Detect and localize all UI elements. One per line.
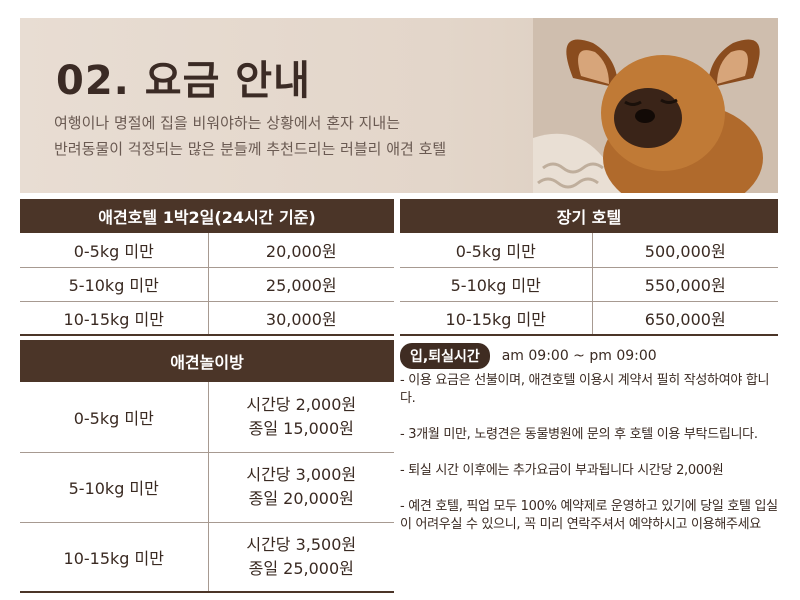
table-row: 0-5kg 미만 시간당 2,000원 종일 15,000원 — [20, 382, 394, 453]
price-cell: 25,000원 — [208, 267, 394, 302]
price-cell: 500,000원 — [592, 233, 778, 268]
price-cell: 시간당 3,000원 종일 20,000원 — [208, 452, 394, 523]
weight-cell: 5-10kg 미만 — [400, 267, 593, 302]
price-cell: 시간당 2,000원 종일 15,000원 — [208, 382, 394, 453]
hero-desc-line2: 반려동물이 걱정되는 많은 분들께 추천드리는 러블리 애견 호텔 — [54, 140, 447, 158]
playroom-table-header: 애견놀이방 — [20, 340, 394, 382]
weight-cell: 5-10kg 미만 — [20, 267, 209, 302]
table-row: 5-10kg 미만 550,000원 — [400, 267, 778, 302]
daily-price: 종일 25,000원 — [248, 558, 354, 578]
table-row: 5-10kg 미만 25,000원 — [20, 267, 394, 302]
table-row: 10-15kg 미만 30,000원 — [20, 301, 394, 336]
weight-cell: 0-5kg 미만 — [400, 233, 593, 268]
price-cell: 650,000원 — [592, 301, 778, 336]
hero-desc-line1: 여행이나 명절에 집을 비워야하는 상황에서 혼자 지내는 — [54, 114, 401, 132]
table-row: 10-15kg 미만 시간당 3,500원 종일 25,000원 — [20, 522, 394, 593]
table-row: 10-15kg 미만 650,000원 — [400, 301, 778, 336]
price-cell: 550,000원 — [592, 267, 778, 302]
dog-photo — [533, 18, 778, 193]
long-term-table-header: 장기 호텔 — [400, 199, 778, 233]
hotel-price-table: 0-5kg 미만 20,000원 5-10kg 미만 25,000원 10-15… — [20, 233, 394, 336]
table-row: 0-5kg 미만 20,000원 — [20, 233, 394, 268]
hotel-table-header: 애견호텔 1박2일(24시간 기준) — [20, 199, 394, 233]
table-row: 0-5kg 미만 500,000원 — [400, 233, 778, 268]
table-row: 5-10kg 미만 시간당 3,000원 종일 20,000원 — [20, 452, 394, 523]
price-cell: 시간당 3,500원 종일 25,000원 — [208, 522, 394, 593]
checkin-label: 입,퇴실시간 — [400, 343, 490, 369]
note-item: - 이용 요금은 선불이며, 애견호텔 이용시 계약서 필히 작성하여야 합니다… — [400, 373, 770, 406]
daily-price: 종일 20,000원 — [248, 489, 354, 508]
price-cell: 30,000원 — [208, 301, 394, 336]
notes-list: - 이용 요금은 선불이며, 애견호텔 이용시 계약서 필히 작성하여야 합니다… — [400, 372, 782, 552]
daily-price: 종일 15,000원 — [248, 418, 354, 438]
hero-description: 여행이나 명절에 집을 비워야하는 상황에서 혼자 지내는 반려동물이 걱정되는… — [54, 110, 446, 162]
price-cell: 20,000원 — [208, 233, 394, 268]
note-item: - 3개월 미만, 노령견은 동물병원에 문의 후 호텔 이용 부탁드립니다. — [400, 427, 758, 442]
hourly-price: 시간당 2,000원 — [246, 394, 357, 414]
weight-cell: 10-15kg 미만 — [20, 301, 209, 336]
weight-cell: 0-5kg 미만 — [20, 382, 209, 453]
weight-cell: 0-5kg 미만 — [20, 233, 209, 268]
hourly-price: 시간당 3,000원 — [246, 465, 357, 484]
weight-cell: 10-15kg 미만 — [20, 522, 209, 593]
weight-cell: 5-10kg 미만 — [20, 452, 209, 523]
hero-banner: 02. 요금 안내 여행이나 명절에 집을 비워야하는 상황에서 혼자 지내는 … — [20, 18, 778, 193]
checkin-hours-value: am 09:00 ~ pm 09:00 — [501, 348, 657, 364]
checkin-hours: 입,퇴실시간 am 09:00 ~ pm 09:00 — [400, 343, 657, 369]
note-item: - 퇴실 시간 이후에는 추가요금이 부과됩니다 시간당 2,000원 — [400, 463, 724, 478]
page-title: 02. 요금 안내 — [56, 58, 311, 104]
hourly-price: 시간당 3,500원 — [246, 534, 357, 554]
note-item: - 예견 호텔, 픽업 모두 100% 예약제로 운영하고 있기에 당일 호텔 … — [400, 499, 778, 532]
weight-cell: 10-15kg 미만 — [400, 301, 593, 336]
long-term-price-table: 0-5kg 미만 500,000원 5-10kg 미만 550,000원 10-… — [400, 233, 778, 336]
playroom-price-table: 0-5kg 미만 시간당 2,000원 종일 15,000원 5-10kg 미만… — [20, 382, 394, 593]
